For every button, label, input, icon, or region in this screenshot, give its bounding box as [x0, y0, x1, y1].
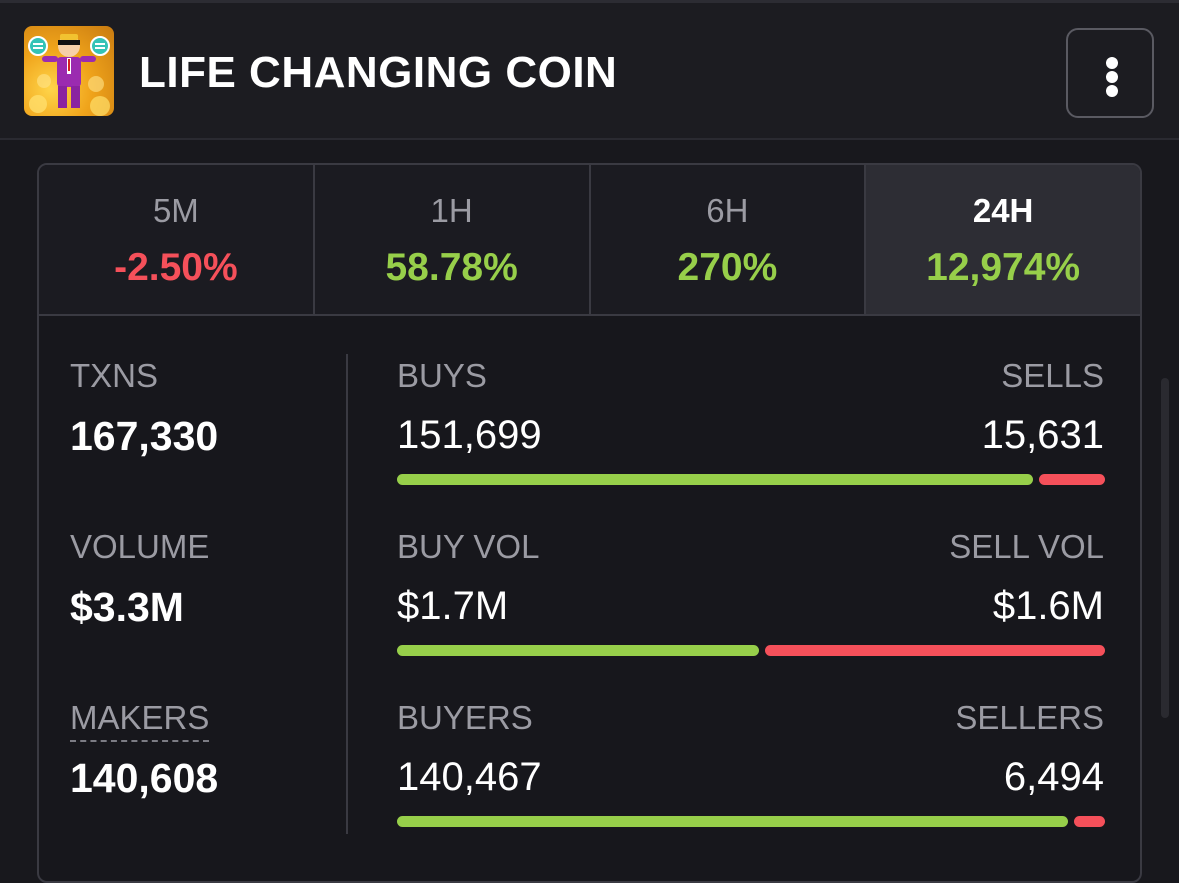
price-change: 270%: [677, 246, 778, 289]
more-vertical-icon-dot: [1106, 71, 1118, 83]
transaction-stats: TXNS 167,330 VOLUME $3.3M MAKERS 140,608…: [39, 318, 1140, 878]
buys-label: BUYS: [397, 357, 487, 394]
token-title: LIFE CHANGING COIN: [139, 48, 618, 97]
sellers-label: SELLERS: [955, 699, 1104, 736]
buyers-bar: [397, 816, 1068, 827]
sell-vol-label: SELL VOL: [949, 528, 1104, 565]
buy-vol-bar: [397, 645, 759, 656]
sells-value: 15,631: [981, 413, 1104, 457]
buyers-value: 140,467: [397, 755, 542, 799]
price-change: 58.78%: [385, 246, 518, 289]
buyers-label: BUYERS: [397, 699, 533, 736]
volume-label: VOLUME: [70, 528, 210, 565]
price-change: -2.50%: [114, 246, 238, 289]
tab-6h[interactable]: 6H 270%: [590, 165, 867, 314]
more-vertical-icon-dot: [1106, 85, 1118, 97]
tab-5m[interactable]: 5M -2.50%: [39, 165, 315, 314]
stats-card: 5M -2.50% 1H 58.78% 6H 270% 24H 12,974% …: [37, 163, 1142, 883]
sellers-value: 6,494: [1003, 755, 1104, 799]
coin-mascot-logo: [24, 26, 114, 116]
page-scrollbar[interactable]: [1161, 378, 1169, 718]
makers-value: 140,608: [70, 755, 219, 801]
sell-vol-bar: [765, 645, 1105, 656]
tab-24h[interactable]: 24H 12,974%: [866, 165, 1140, 314]
tab-label: 1H: [430, 192, 473, 229]
txns-label: TXNS: [70, 357, 159, 394]
top-border: [0, 0, 1179, 3]
sell-vol-value: $1.6M: [992, 584, 1104, 628]
tab-1h[interactable]: 1H 58.78%: [314, 165, 591, 314]
volume-value: $3.3M: [70, 584, 184, 630]
tab-label: 24H: [972, 192, 1034, 229]
sellers-bar: [1074, 816, 1105, 827]
more-vertical-icon: [1106, 57, 1118, 69]
timeframe-tabs: 5M -2.50% 1H 58.78% 6H 270% 24H 12,974%: [39, 165, 1140, 316]
makers-label[interactable]: MAKERS: [70, 698, 210, 742]
more-menu-button[interactable]: [1066, 28, 1154, 118]
txns-value: 167,330: [70, 413, 219, 459]
token-header: LIFE CHANGING COIN: [0, 3, 1179, 140]
sells-label: SELLS: [1001, 357, 1104, 394]
sells-bar: [1039, 474, 1105, 485]
tab-label: 5M: [152, 192, 199, 229]
buy-vol-label: BUY VOL: [397, 528, 540, 565]
stats-divider: [346, 354, 348, 834]
tab-label: 6H: [706, 192, 749, 229]
buy-vol-value: $1.7M: [397, 584, 509, 628]
buys-bar: [397, 474, 1033, 485]
buys-value: 151,699: [397, 413, 542, 457]
price-change: 12,974%: [926, 246, 1081, 289]
